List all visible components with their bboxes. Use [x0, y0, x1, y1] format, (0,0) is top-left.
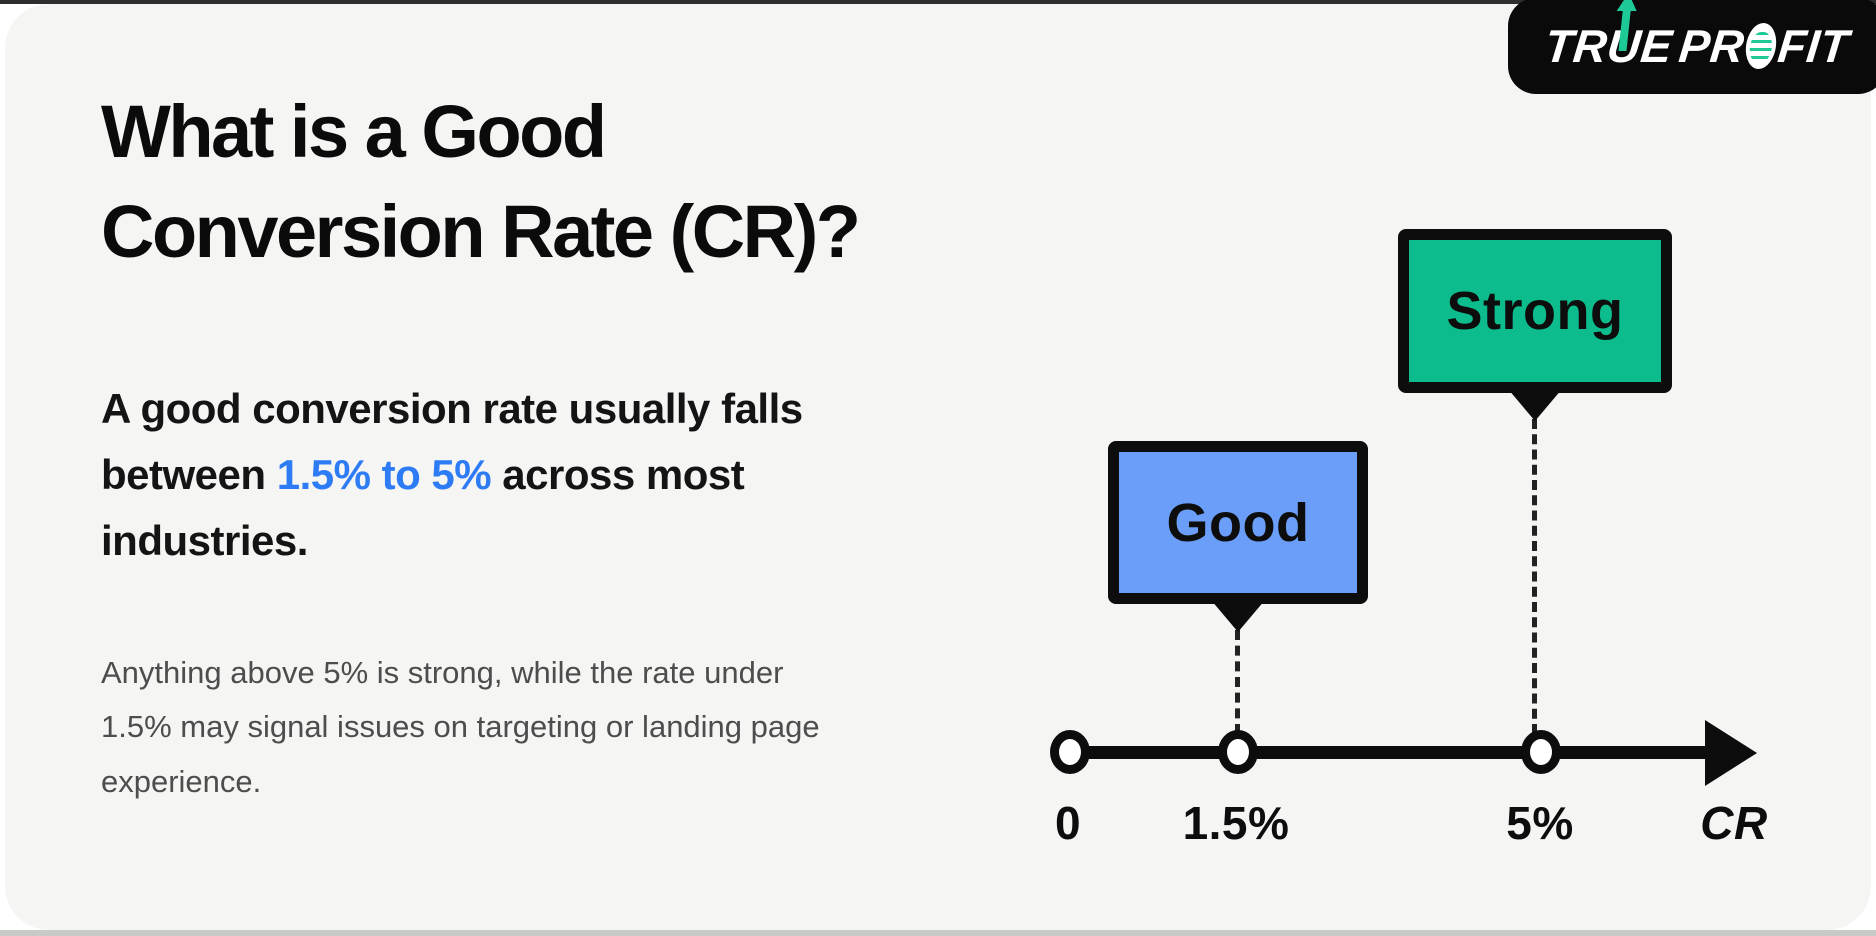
logo-part-fit: FIT: [1775, 20, 1852, 72]
axis-dot-5-percent: [1521, 730, 1561, 774]
logo-part-u: U: [1605, 0, 1644, 73]
tick-label-0: 0: [1054, 797, 1082, 849]
page-title: What is a Good Conversion Rate (CR)?: [101, 82, 861, 282]
tick-label-1-5-percent: 1.5%: [1182, 797, 1290, 849]
axis-arrowhead-icon: [1705, 720, 1757, 786]
dashed-connector-strong: [1532, 419, 1537, 734]
axis-dot-1-5-percent: [1218, 730, 1258, 774]
page-title-line1: What is a Good: [101, 90, 607, 173]
strong-range-badge: Strong: [1398, 229, 1672, 393]
logo-part-e: E: [1638, 20, 1676, 72]
subtitle-before: A good conversion rate usually falls bet…: [101, 385, 803, 498]
page-title-line2: Conversion Rate (CR)?: [101, 189, 861, 273]
subtitle-text: A good conversion rate usually falls bet…: [101, 376, 821, 574]
good-badge-pointer: [1211, 600, 1265, 632]
good-range-badge: Good: [1108, 441, 1368, 604]
dashed-connector-good: [1235, 630, 1240, 734]
coin-stack-stripes: [1748, 32, 1774, 63]
coin-stack-icon: [1743, 23, 1779, 69]
strong-badge-pointer: [1508, 389, 1562, 421]
top-edge-strip: [0, 0, 1876, 4]
logo-part-pr: PR: [1676, 20, 1748, 72]
logo-part-tr: TR: [1542, 20, 1611, 72]
infographic-card: What is a Good Conversion Rate (CR)? A g…: [5, 4, 1871, 930]
axis-dot-0: [1050, 730, 1090, 774]
bottom-edge-strip: [0, 930, 1876, 936]
trueprofit-logo-text: TR U E PR FIT: [1542, 0, 1852, 73]
number-line-axis: [1065, 746, 1715, 759]
axis-label-cr: CR: [1700, 797, 1768, 849]
description-text: Anything above 5% is strong, while the r…: [101, 655, 820, 799]
strong-range-label: Strong: [1446, 281, 1624, 341]
good-range-label: Good: [1166, 492, 1310, 553]
growth-arrow-icon: [1617, 0, 1638, 51]
subtitle-highlight: 1.5% to 5%: [276, 450, 492, 498]
subtitle-after: across most industries.: [101, 450, 745, 564]
tick-label-5-percent: 5%: [1506, 797, 1574, 849]
trueprofit-logo: TR U E PR FIT: [1508, 0, 1876, 94]
